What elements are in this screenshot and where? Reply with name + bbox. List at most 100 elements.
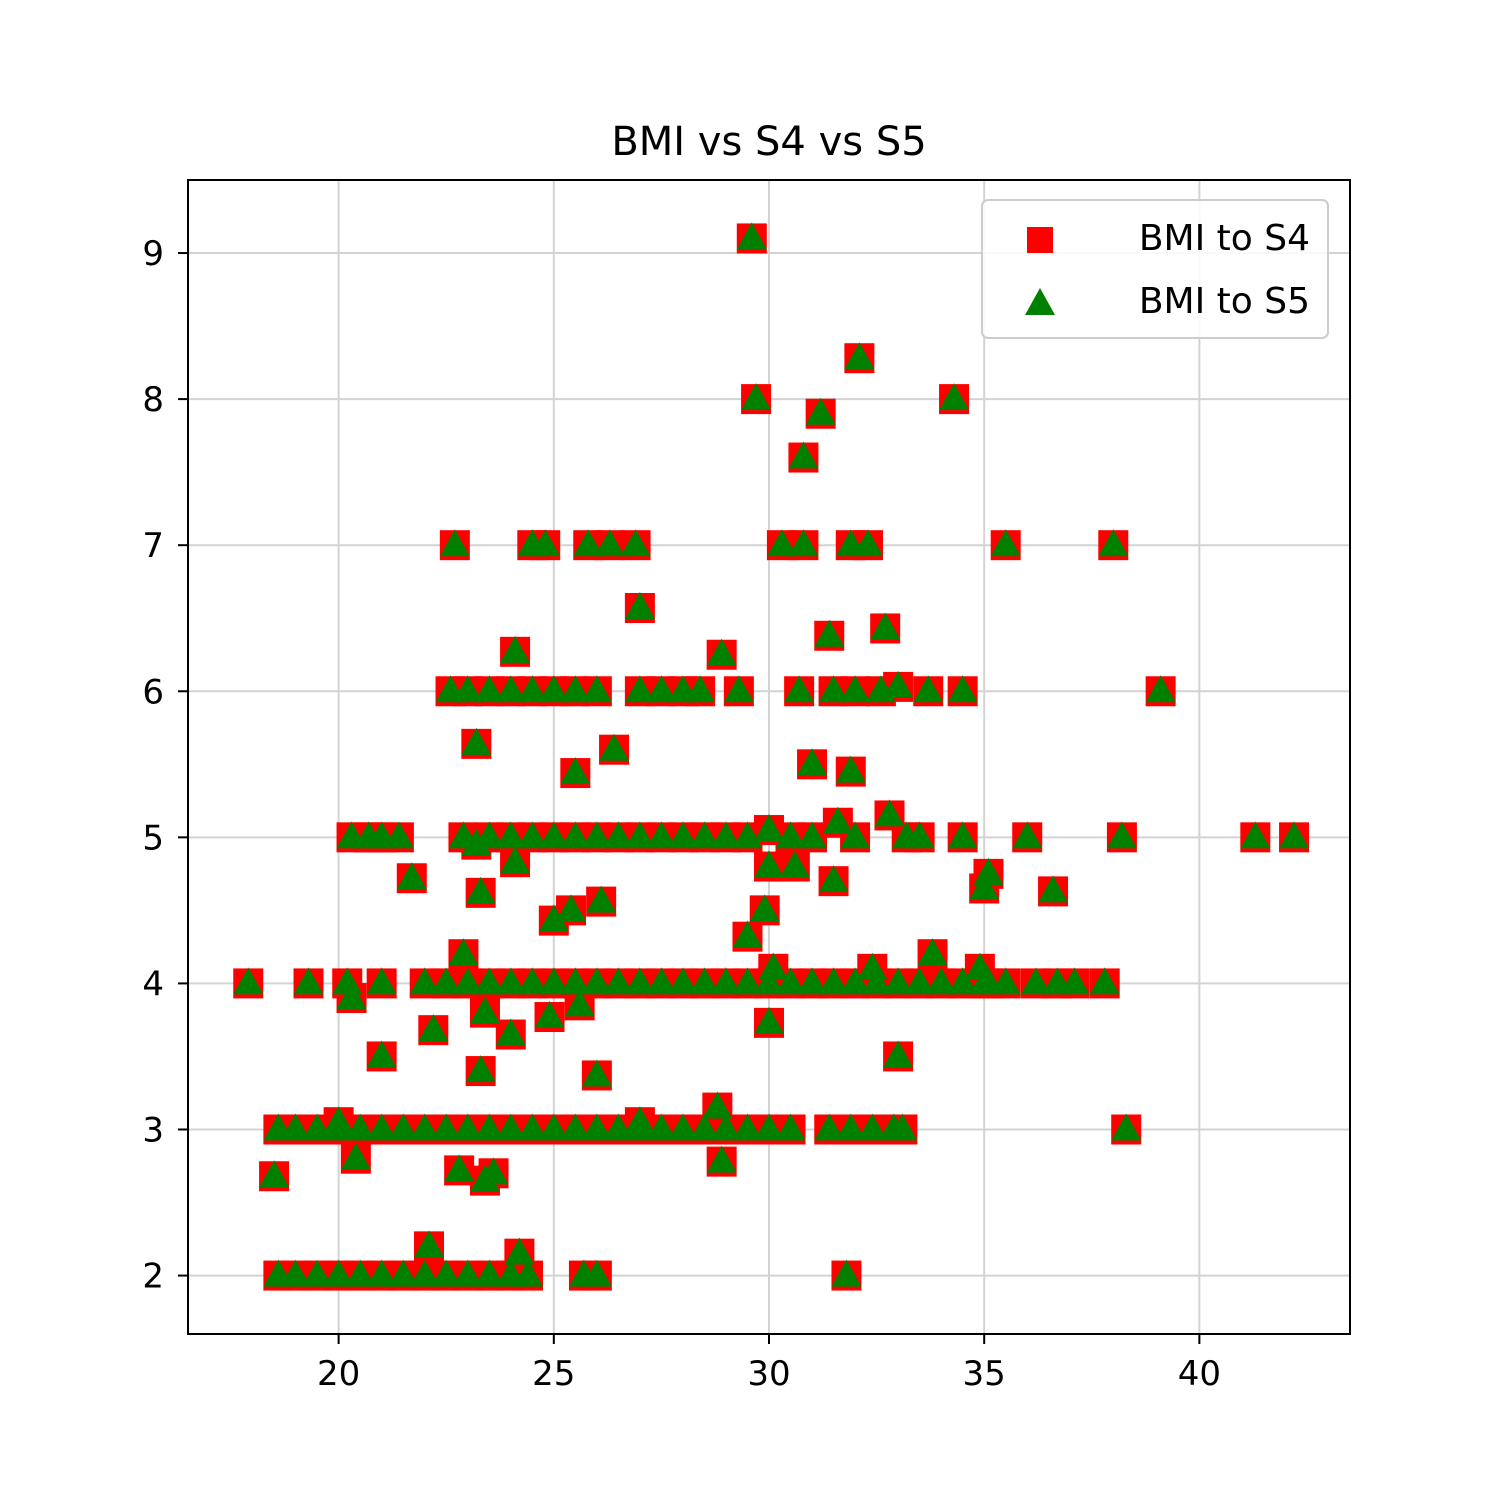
bmi-s5-point <box>517 675 548 703</box>
bmi-s5-point <box>259 1160 290 1188</box>
bmi-s5-point <box>624 821 655 849</box>
y-tick-label: 8 <box>142 380 164 420</box>
bmi-s5-point <box>969 872 1000 900</box>
bmi-s5-point <box>603 1113 634 1141</box>
bmi-s5-point <box>345 1113 376 1141</box>
bmi-s5-point <box>852 529 883 557</box>
bmi-s5-point <box>710 967 741 995</box>
bmi-s5-point <box>857 1113 888 1141</box>
bmi-s5-point <box>710 821 741 849</box>
bmi-s5-point <box>323 1259 354 1287</box>
bmi-s5-point <box>947 821 978 849</box>
bmi-s5-point <box>560 967 591 995</box>
bmi-s5-point <box>560 757 591 785</box>
bmi-s5-point <box>1020 967 1051 995</box>
bmi-s5-point <box>538 967 569 995</box>
bmi-s5-point <box>646 1113 677 1141</box>
bmi-s5-point <box>603 967 634 995</box>
bmi-s5-point <box>478 1157 509 1185</box>
bmi-s5-point <box>564 989 595 1017</box>
bmi-s5-point <box>766 529 797 557</box>
bmi-s5-point <box>840 675 871 703</box>
bmi-s5-point <box>556 894 587 922</box>
bmi-s5-point <box>685 675 716 703</box>
bmi-s5-point <box>388 1259 419 1287</box>
bmi-s5-point <box>560 821 591 849</box>
bmi-s5-point <box>861 967 892 995</box>
bmi-s5-point <box>280 1259 311 1287</box>
bmi-s5-point <box>624 1106 655 1134</box>
bmi-s5-point <box>758 952 789 980</box>
bmi-s5-point <box>741 383 772 411</box>
bmi-s5-point <box>947 675 978 703</box>
bmi-s5-point <box>1145 675 1176 703</box>
bmi-s5-point <box>409 967 440 995</box>
bmi-s5-point <box>1059 967 1090 995</box>
bmi-s5-point <box>874 799 905 827</box>
bmi-s5-point <box>581 967 612 995</box>
bmi-s5-point <box>887 1113 918 1141</box>
bmi-s5-point <box>474 1259 505 1287</box>
y-tick-label: 5 <box>142 818 164 858</box>
bmi-s5-point <box>1279 821 1310 849</box>
bmi-s5-point <box>917 938 948 966</box>
bmi-s5-point <box>831 1259 862 1287</box>
x-tick-label: 20 <box>317 1354 360 1394</box>
bmi-s5-point <box>538 821 569 849</box>
bmi-s5-point <box>779 850 810 878</box>
bmi-s5-point <box>409 1113 440 1141</box>
bmi-s5-point <box>465 876 496 904</box>
bmi-s5-point <box>512 1259 543 1287</box>
bmi-s5-point <box>784 675 815 703</box>
bmi-s5-point <box>702 1091 733 1119</box>
legend-square-marker <box>1027 227 1053 253</box>
x-tick-label: 30 <box>747 1354 790 1394</box>
axis-ticks: 20 25 30 35 40 2 3 4 5 6 7 8 9 <box>142 234 1221 1394</box>
bmi-s5-point <box>495 967 526 995</box>
bmi-s5-point <box>599 733 630 761</box>
bmi-s5-point <box>754 814 784 842</box>
bmi-s5-point <box>504 1237 535 1265</box>
bmi-s5-point <box>409 1259 440 1287</box>
bmi-s5-point <box>646 967 677 995</box>
bmi-s5-point <box>431 1259 462 1287</box>
bmi-s5-point <box>366 1259 397 1287</box>
bmi-s5-point <box>732 920 763 948</box>
bmi-s5-point <box>926 967 957 995</box>
y-tick-label: 6 <box>142 672 164 712</box>
bmi-s5-point <box>474 675 505 703</box>
bmi-s5-point <box>581 821 612 849</box>
bmi-s5-point <box>775 821 806 849</box>
bmi-s5-point <box>594 529 625 557</box>
bmi-s5-point <box>818 967 849 995</box>
bmi-s5-point <box>1038 875 1069 903</box>
bmi-s5-point <box>732 967 763 995</box>
bmi-s5-point <box>689 1113 720 1141</box>
bmi-s5-point <box>474 821 505 849</box>
bmi-s5-point <box>689 967 720 995</box>
bmi-s5-point <box>517 1113 548 1141</box>
bmi-s5-point <box>788 529 819 557</box>
bmi-s5-point <box>603 821 634 849</box>
bmi-s5-point <box>624 592 655 620</box>
bmi-s5-point <box>452 967 483 995</box>
bmi-s5-point <box>280 1113 311 1141</box>
bmi-s5-point <box>736 222 767 250</box>
data-points <box>233 222 1310 1291</box>
legend-label-s5: BMI to S5 <box>1139 281 1310 322</box>
bmi-s5-point <box>474 967 505 995</box>
bmi-s5-point <box>444 1154 475 1182</box>
bmi-s5-point <box>340 1142 371 1170</box>
bmi-s5-point <box>469 996 500 1024</box>
bmi-s5-point <box>706 638 737 666</box>
bmi-s5-point <box>581 675 612 703</box>
bmi-s5-point <box>461 727 492 755</box>
legend-box <box>981 199 1329 339</box>
bmi-s5-point <box>754 1113 784 1141</box>
bmi-s5-point <box>581 1113 612 1141</box>
bmi-s5-point <box>1106 821 1137 849</box>
bmi-s5-point <box>517 821 548 849</box>
bmi-s5-point <box>749 894 780 922</box>
legend-triangle-marker <box>1025 288 1055 315</box>
bmi-s5-point <box>990 529 1021 557</box>
